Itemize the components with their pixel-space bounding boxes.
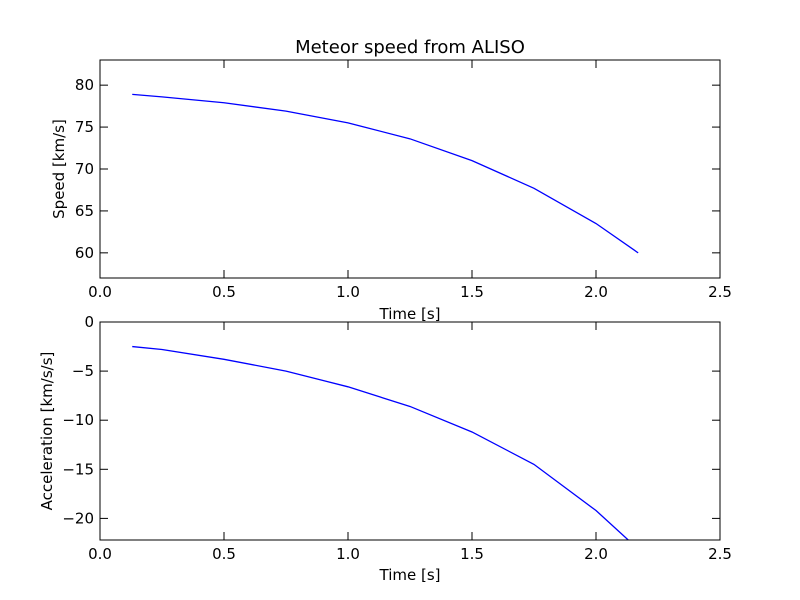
- speed-y-tick-label: 65: [75, 202, 94, 220]
- acceleration-y-tick-label: 0: [84, 313, 94, 331]
- speed-x-tick-label: 0.0: [88, 283, 112, 301]
- acceleration-y-axis-label: Acceleration [km/s/s]: [38, 352, 56, 511]
- acceleration-x-tick-label: 2.0: [584, 545, 608, 563]
- acceleration-y-tick-label: −15: [62, 460, 94, 478]
- speed-x-tick-label: 2.5: [708, 283, 732, 301]
- acceleration-y-tick-label: −20: [62, 509, 94, 527]
- speed-y-tick-label: 60: [75, 244, 94, 262]
- speed-plot-area: 0.0 0.5 1.0 1.5 2.0 2.5 60 65 70 75 80: [75, 59, 732, 301]
- speed-x-tick-label: 2.0: [584, 283, 608, 301]
- acceleration-x-tick-label: 0.0: [88, 545, 112, 563]
- acceleration-axes-frame: [99, 321, 721, 541]
- acceleration-x-tick-label: 0.5: [212, 545, 236, 563]
- acceleration-y-tick-label: −5: [72, 362, 94, 380]
- acceleration-series-line: [132, 345, 629, 540]
- speed-y-tick-label: 70: [75, 160, 94, 178]
- speed-x-tick-label: 1.0: [336, 283, 360, 301]
- speed-x-tick-label: 0.5: [212, 283, 236, 301]
- acceleration-x-tick-label: 1.0: [336, 545, 360, 563]
- acceleration-x-tick-label: 1.5: [460, 545, 484, 563]
- acceleration-x-tick-label: 2.5: [708, 545, 732, 563]
- speed-y-tick-label: 80: [75, 76, 94, 94]
- speed-y-tick-label: 75: [75, 118, 94, 136]
- chart-title: Meteor speed from ALISO: [295, 37, 525, 58]
- acceleration-plot-area: 0.0 0.5 1.0 1.5 2.0 2.5 0 −5 −10 −15 −20: [62, 313, 732, 563]
- acceleration-y-tick-label: −10: [62, 411, 94, 429]
- speed-series-line: [132, 93, 639, 254]
- speed-y-axis-label: Speed [km/s]: [50, 119, 68, 219]
- acceleration-plot: Time [s] Acceleration [km/s/s] 0.0 0.5 1.0…: [38, 313, 732, 584]
- speed-x-axis-label: Time [s]: [379, 305, 441, 323]
- speed-plot: Meteor speed from ALISO Time [s] Speed […: [50, 37, 732, 323]
- acceleration-x-axis-label: Time [s]: [379, 566, 441, 584]
- speed-x-tick-label: 1.5: [460, 283, 484, 301]
